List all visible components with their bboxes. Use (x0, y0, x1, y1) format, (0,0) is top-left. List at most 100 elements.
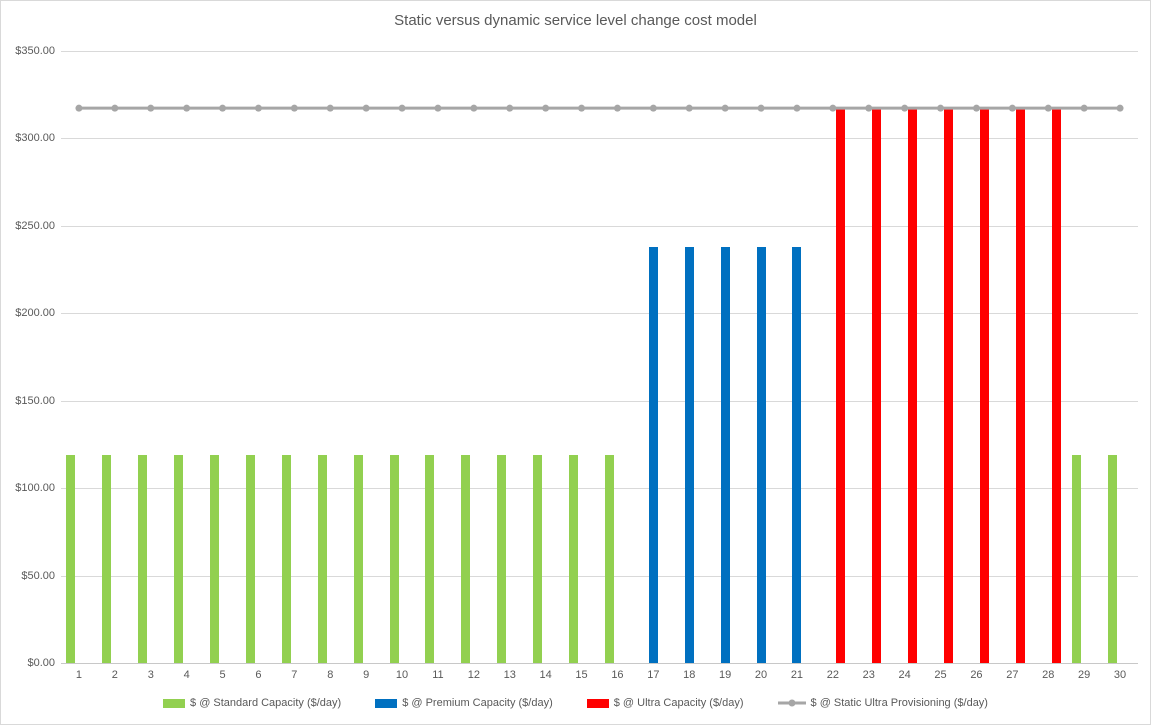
line-marker (757, 104, 765, 112)
legend-swatch-icon (163, 698, 186, 708)
legend-swatch-icon (586, 698, 609, 708)
x-axis-tick-label: 11 (432, 669, 444, 681)
bar (389, 454, 399, 663)
x-axis-tick-label: 16 (611, 669, 624, 681)
line-marker (972, 104, 980, 112)
legend-swatch-icon (375, 698, 398, 708)
bar (720, 247, 730, 663)
gridline (61, 575, 1138, 577)
x-axis-tick-label: 12 (467, 669, 480, 681)
x-axis-tick-label: 27 (1006, 669, 1019, 681)
x-axis-tick-label: 25 (934, 669, 947, 681)
bar (872, 108, 882, 663)
line-marker (75, 104, 83, 112)
chart-title: Static versus dynamic service level chan… (394, 12, 757, 29)
line-marker (326, 104, 334, 112)
x-axis-tick-label: 19 (719, 669, 732, 681)
line-marker (1044, 104, 1052, 112)
line-marker (793, 104, 801, 112)
line-marker (578, 104, 586, 112)
line-marker (649, 104, 657, 112)
legend-item: $ @ Static Ultra Provisioning ($/day) (777, 697, 988, 709)
bar (756, 247, 766, 663)
line-marker (290, 104, 298, 112)
x-axis-tick-label: 7 (291, 669, 298, 681)
x-axis-tick-label: 15 (575, 669, 588, 681)
bar (944, 108, 954, 663)
gridline (61, 400, 1138, 402)
bar (684, 247, 694, 663)
bar (461, 454, 471, 663)
x-axis-line (61, 663, 1138, 664)
x-axis-tick-label: 18 (683, 669, 696, 681)
y-axis-tick-label: $250.00 (15, 219, 55, 232)
line-marker (470, 104, 478, 112)
line-marker (183, 104, 191, 112)
bar (210, 454, 220, 663)
line-marker (1008, 104, 1016, 112)
legend-item: $ @ Standard Capacity ($/day) (163, 697, 341, 709)
line-marker (1080, 104, 1088, 112)
line-marker (219, 104, 227, 112)
gridline (61, 225, 1138, 227)
line-marker (506, 104, 514, 112)
bar (66, 454, 76, 663)
line-marker (362, 104, 370, 112)
bar (425, 454, 435, 663)
x-axis-tick-label: 17 (647, 669, 660, 681)
bar (138, 454, 148, 663)
y-axis-tick-label: $100.00 (15, 482, 55, 495)
bar (604, 454, 614, 663)
line-marker (721, 104, 729, 112)
x-axis-tick-label: 26 (970, 669, 983, 681)
bar (497, 454, 507, 663)
line-marker (111, 104, 119, 112)
legend-label: $ @ Static Ultra Provisioning ($/day) (810, 697, 988, 709)
x-axis-tick-label: 22 (826, 669, 839, 681)
gridline (61, 313, 1138, 315)
gridline (61, 51, 1138, 52)
line-marker (685, 104, 693, 112)
x-axis-tick-label: 14 (539, 669, 552, 681)
gridline (61, 138, 1138, 140)
bar (281, 454, 291, 663)
x-axis-tick-label: 3 (147, 669, 154, 681)
line-marker (829, 104, 837, 112)
line-marker (542, 104, 550, 112)
x-axis-tick-label: 13 (503, 669, 516, 681)
y-axis-tick-label: $50.00 (21, 569, 55, 582)
x-axis-tick-label: 1 (75, 669, 82, 681)
line-marker (254, 104, 262, 112)
line-marker (398, 104, 406, 112)
line-marker (147, 104, 155, 112)
line-marker (937, 104, 945, 112)
y-axis-tick-label: $300.00 (15, 132, 55, 145)
x-axis-tick-label: 23 (862, 669, 875, 681)
x-axis-tick-label: 8 (327, 669, 334, 681)
line-marker (901, 104, 909, 112)
x-axis-tick-label: 2 (111, 669, 118, 681)
legend-item: $ @ Premium Capacity ($/day) (375, 697, 553, 709)
bar (533, 454, 543, 663)
bar (174, 454, 184, 663)
bar (353, 454, 363, 663)
line-marker (434, 104, 442, 112)
bar (792, 247, 802, 663)
bar (102, 454, 112, 663)
gridline (61, 488, 1138, 490)
x-axis-tick-label: 28 (1042, 669, 1055, 681)
line-marker (865, 104, 873, 112)
x-axis-tick-label: 21 (790, 669, 804, 681)
x-axis-tick-label: 4 (183, 669, 190, 681)
x-axis-tick-label: 29 (1078, 669, 1091, 681)
bar (1051, 108, 1061, 663)
x-axis-tick-label: 6 (255, 669, 262, 681)
y-axis-tick-label: $0.00 (27, 657, 55, 669)
x-axis-tick-label: 9 (363, 669, 370, 681)
line-marker (1116, 104, 1124, 112)
legend: $ @ Standard Capacity ($/day) $ @ Premium… (1, 697, 1150, 709)
line-marker (613, 104, 621, 112)
bar (1071, 454, 1081, 663)
x-axis-tick-label: 30 (1113, 669, 1127, 681)
